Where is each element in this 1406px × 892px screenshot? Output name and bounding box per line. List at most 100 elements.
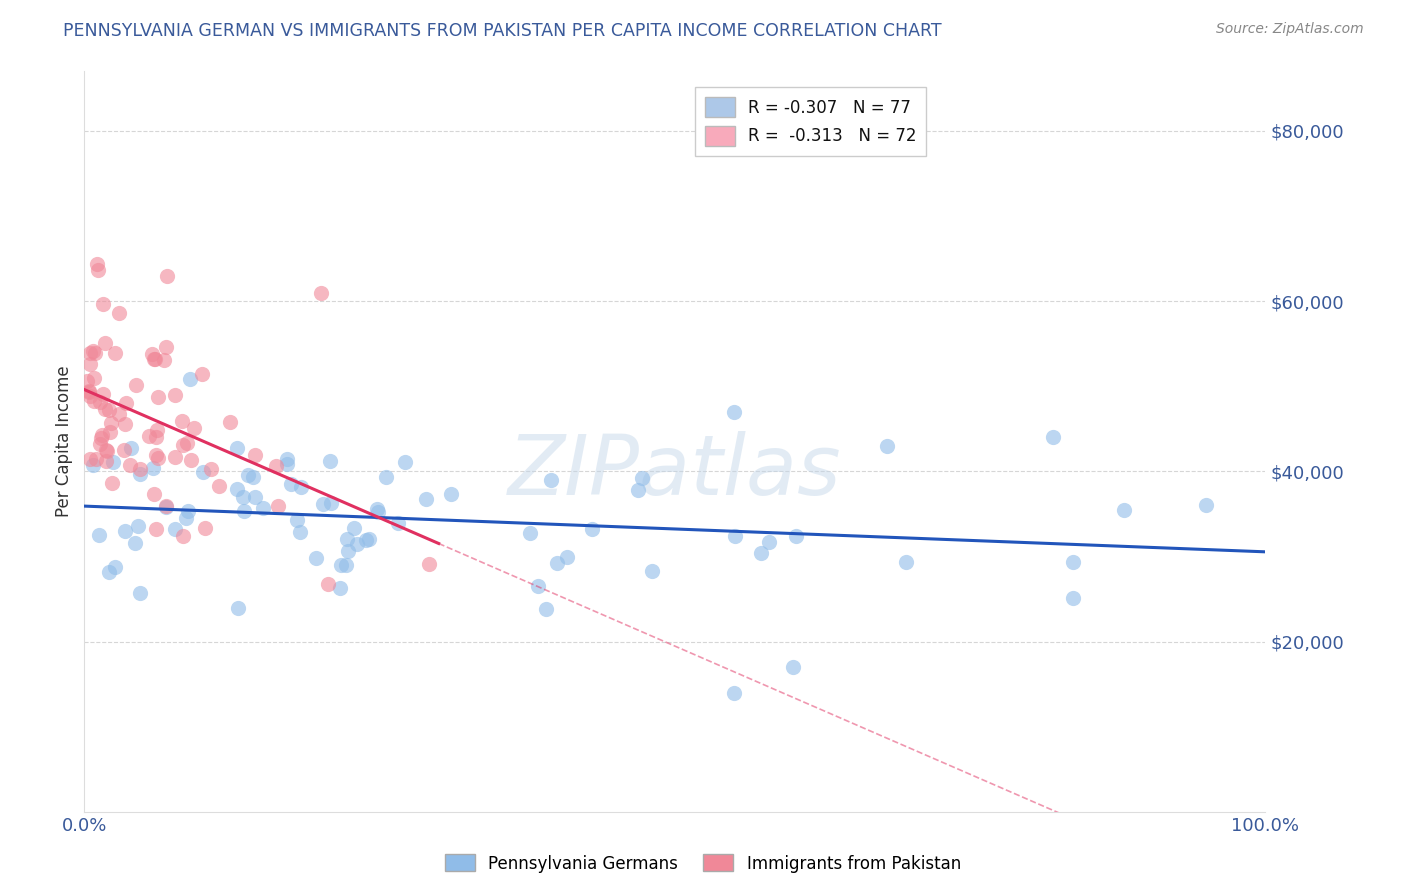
Point: [142, 461, 165, 475]
Point: [208, 479, 231, 493]
Point: [89, 437, 111, 451]
Point: [280, 476, 302, 491]
Point: [79, 357, 101, 371]
Point: [1062, 555, 1084, 569]
Point: [723, 405, 745, 419]
Point: [125, 378, 148, 392]
Point: [329, 581, 352, 595]
Point: [82, 458, 104, 473]
Point: [172, 529, 194, 543]
Point: [287, 512, 309, 526]
Point: [264, 458, 287, 473]
Point: [581, 522, 603, 536]
Point: [142, 487, 165, 501]
Point: [121, 441, 143, 455]
Point: [319, 496, 342, 510]
Point: [318, 453, 340, 467]
Point: [418, 558, 440, 572]
Point: [145, 448, 167, 462]
Point: [146, 451, 169, 466]
Point: [87, 263, 110, 277]
Point: [120, 458, 142, 473]
Point: [330, 558, 353, 573]
Legend: R = -0.307   N = 77, R =  -0.313   N = 72: R = -0.307 N = 77, R = -0.313 N = 72: [695, 87, 927, 156]
Point: [115, 396, 138, 410]
Point: [225, 441, 247, 455]
Point: [89, 394, 111, 409]
Point: [527, 579, 550, 593]
Point: [194, 521, 217, 535]
Y-axis label: Per Capita Income: Per Capita Income: [55, 366, 73, 517]
Point: [142, 351, 165, 366]
Point: [156, 268, 179, 283]
Point: [200, 462, 222, 476]
Point: [555, 549, 578, 564]
Point: [97, 403, 120, 417]
Point: [84, 452, 107, 467]
Point: [245, 490, 267, 504]
Point: [193, 466, 215, 480]
Point: [337, 544, 360, 558]
Point: [232, 490, 254, 504]
Point: [129, 462, 152, 476]
Point: [627, 483, 650, 498]
Point: [305, 550, 328, 565]
Point: [226, 600, 249, 615]
Point: [98, 565, 121, 579]
Point: [83, 371, 105, 385]
Point: [536, 601, 558, 615]
Point: [243, 448, 266, 462]
Point: [354, 533, 377, 547]
Point: [96, 444, 118, 458]
Point: [172, 414, 194, 428]
Point: [114, 524, 136, 538]
Point: [79, 346, 101, 360]
Point: [87, 528, 110, 542]
Point: [94, 443, 117, 458]
Point: [252, 500, 274, 515]
Point: [101, 455, 124, 469]
Point: [94, 402, 117, 417]
Point: [172, 438, 194, 452]
Point: [336, 532, 359, 546]
Point: [145, 522, 167, 536]
Text: PENNSYLVANIA GERMAN VS IMMIGRANTS FROM PAKISTAN PER CAPITA INCOME CORRELATION CH: PENNSYLVANIA GERMAN VS IMMIGRANTS FROM P…: [63, 22, 942, 40]
Point: [226, 482, 249, 496]
Point: [129, 586, 152, 600]
Point: [143, 352, 166, 367]
Point: [312, 497, 335, 511]
Point: [631, 471, 654, 485]
Point: [127, 519, 149, 533]
Point: [108, 306, 131, 320]
Point: [93, 336, 115, 351]
Point: [387, 516, 409, 531]
Point: [346, 536, 368, 550]
Point: [749, 546, 772, 560]
Point: [179, 371, 201, 385]
Point: [104, 559, 127, 574]
Point: [785, 529, 807, 543]
Point: [165, 450, 187, 464]
Point: [183, 421, 205, 435]
Point: [1042, 430, 1064, 444]
Point: [896, 555, 918, 569]
Point: [155, 500, 177, 514]
Point: [316, 577, 339, 591]
Point: [276, 458, 298, 472]
Text: ZIPatlas: ZIPatlas: [508, 431, 842, 512]
Point: [104, 346, 127, 360]
Point: [82, 343, 104, 358]
Point: [415, 491, 437, 506]
Point: [266, 500, 288, 514]
Point: [1062, 591, 1084, 605]
Point: [83, 394, 105, 409]
Point: [343, 521, 366, 535]
Point: [177, 504, 200, 518]
Legend: Pennsylvania Germans, Immigrants from Pakistan: Pennsylvania Germans, Immigrants from Pa…: [439, 847, 967, 880]
Point: [724, 529, 747, 543]
Point: [79, 452, 101, 467]
Point: [366, 502, 388, 516]
Point: [290, 480, 312, 494]
Point: [180, 453, 202, 467]
Text: Source: ZipAtlas.com: Source: ZipAtlas.com: [1216, 22, 1364, 37]
